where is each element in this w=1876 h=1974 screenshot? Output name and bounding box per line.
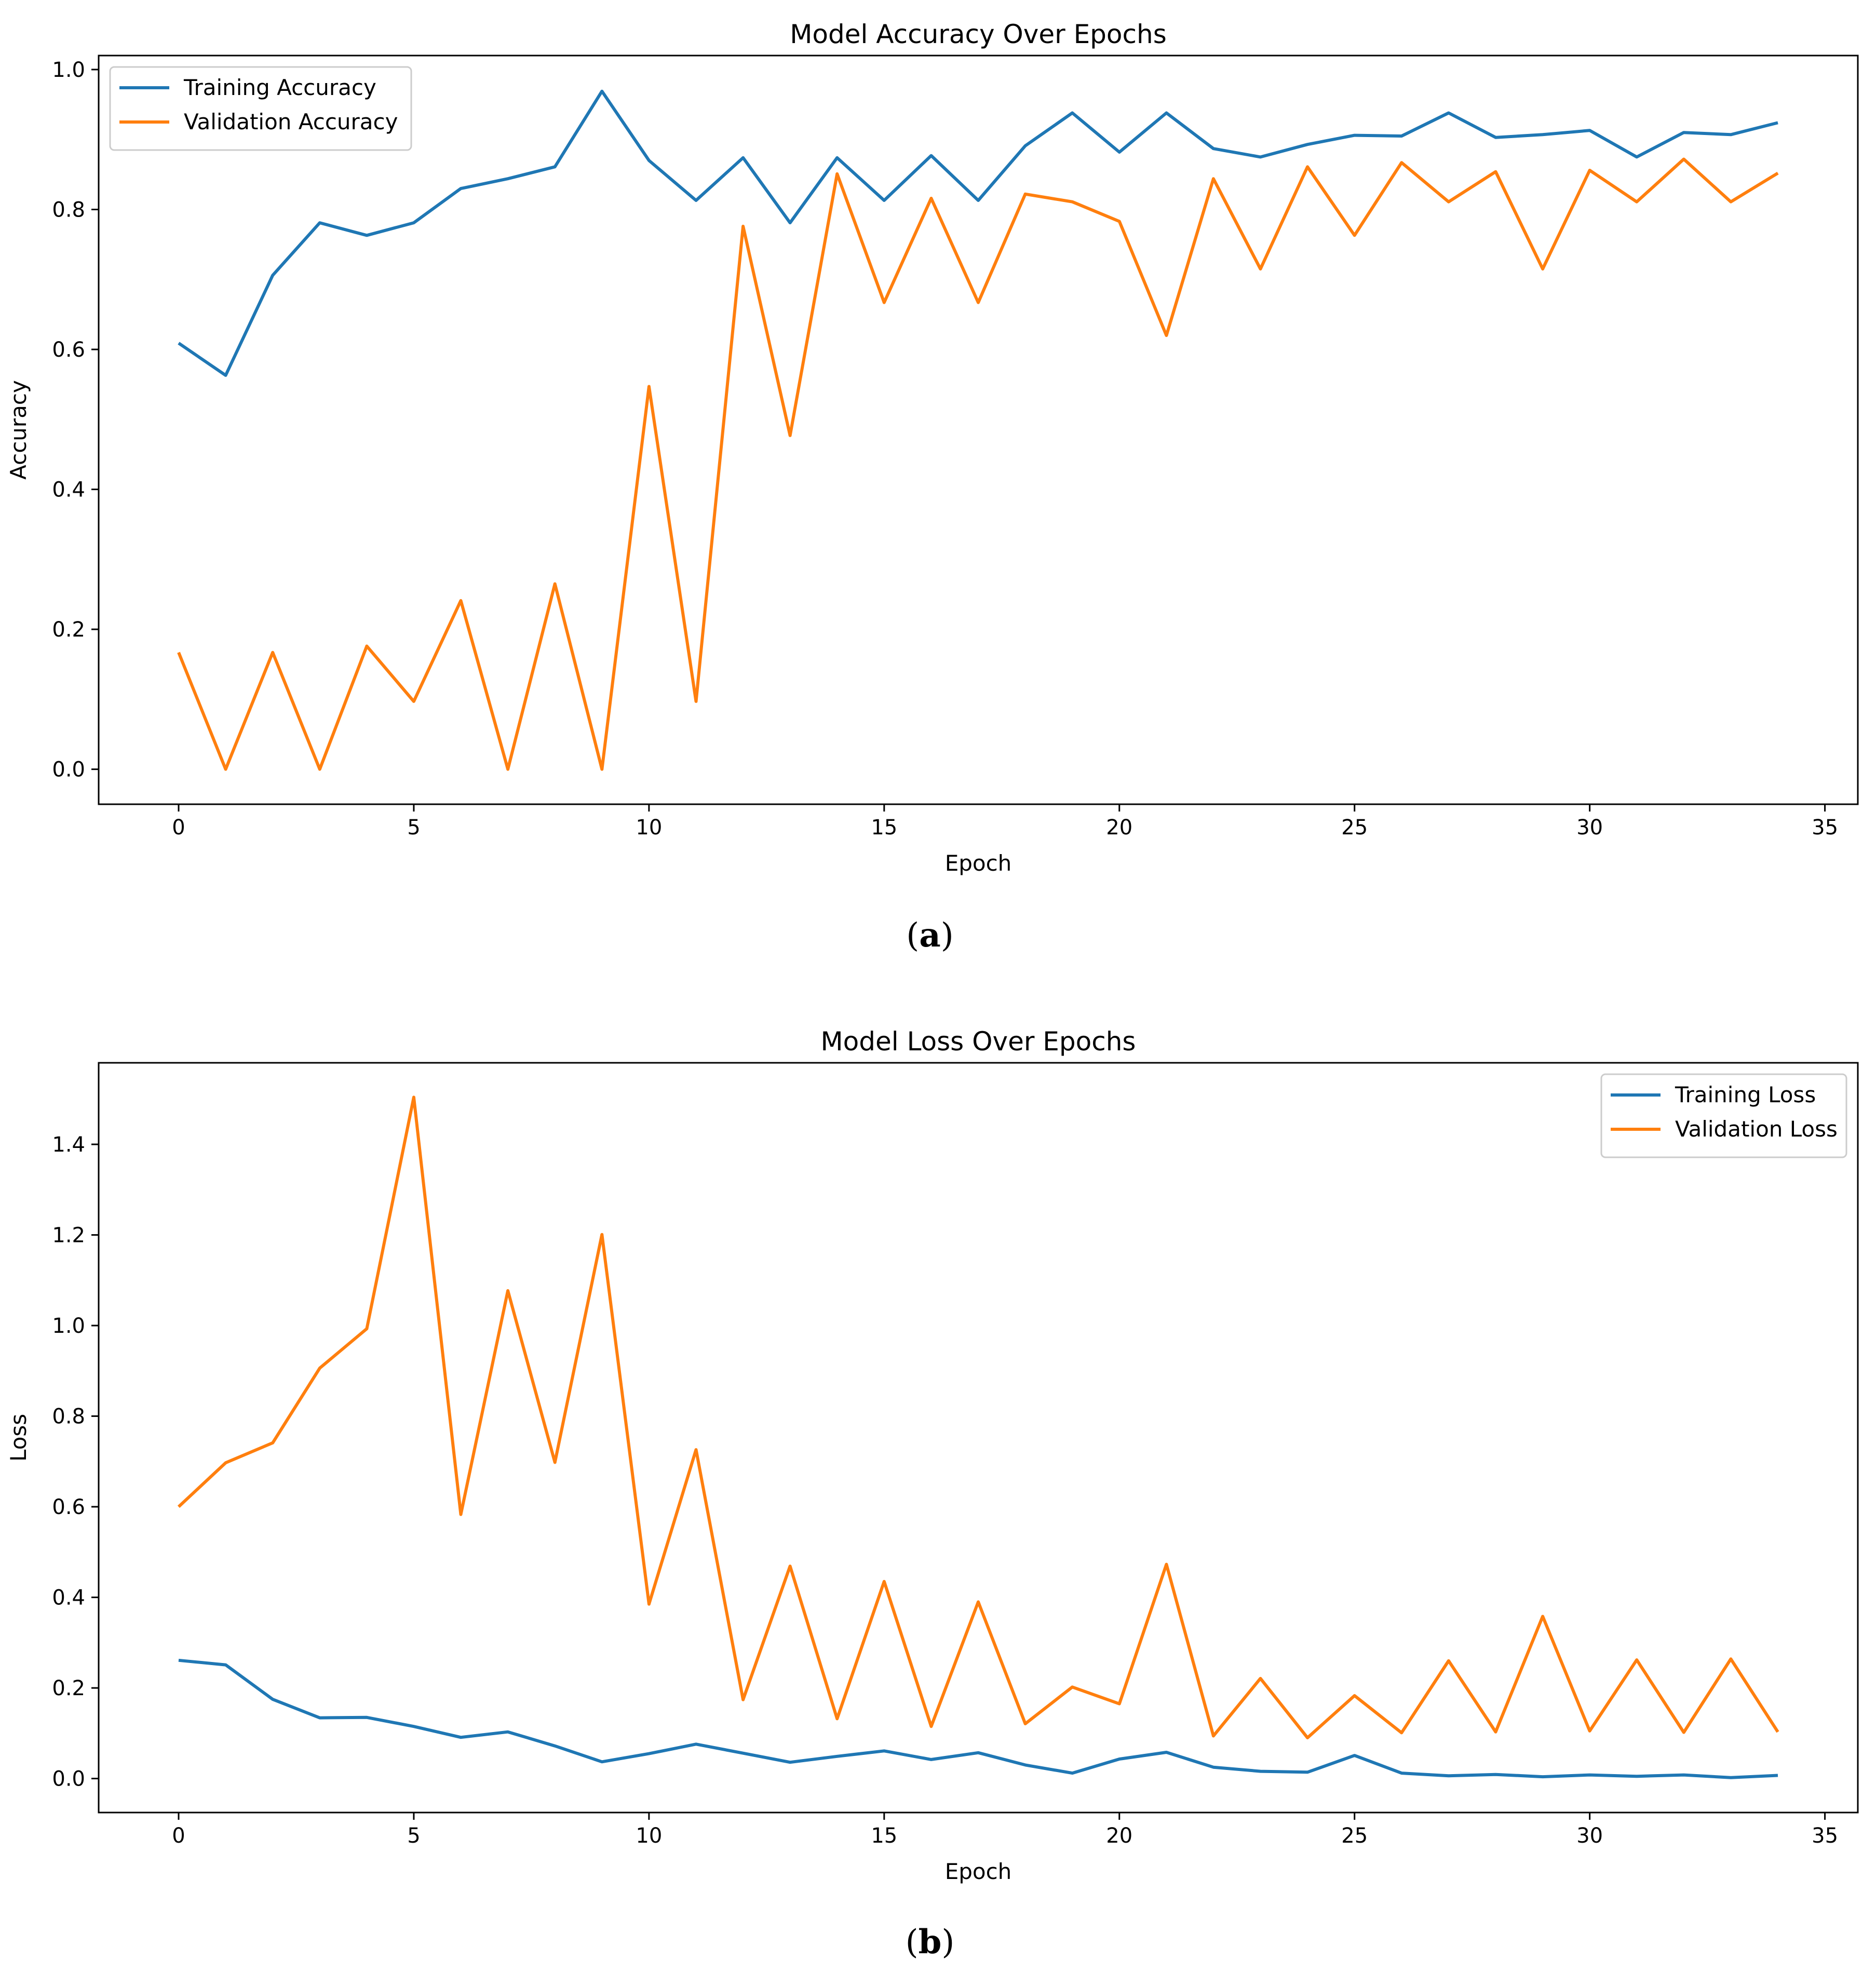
y-tick-label: 0.2 xyxy=(52,1676,85,1700)
y-tick-label: 0.6 xyxy=(52,1495,85,1519)
x-tick-label: 15 xyxy=(871,1824,897,1848)
axes-frame xyxy=(98,55,1859,805)
y-tick-label: 1.0 xyxy=(52,58,85,82)
legend-label: Training Accuracy xyxy=(183,75,376,100)
x-tick-label: 0 xyxy=(172,816,185,840)
x-tick-label: 25 xyxy=(1341,816,1368,840)
legend-box xyxy=(109,66,412,151)
series-line-validation-accuracy xyxy=(177,157,1779,771)
y-tick-label: 1.2 xyxy=(52,1224,85,1248)
x-tick-label: 35 xyxy=(1812,816,1838,840)
x-tick-label: 20 xyxy=(1106,816,1132,840)
legend-label: Validation Loss xyxy=(1675,1116,1838,1142)
legend-label: Training Loss xyxy=(1675,1082,1816,1107)
x-tick-label: 10 xyxy=(636,1824,662,1848)
y-tick-label: 0.4 xyxy=(52,1586,85,1610)
accuracy-chart: Model Accuracy Over Epochs 0 5 10 15 20 25 30 35… xyxy=(6,19,1859,876)
x-tick-label: 5 xyxy=(407,1824,420,1848)
panel-a-caption: (a) xyxy=(906,916,953,955)
x-tick-label: 30 xyxy=(1576,816,1603,840)
y-tick-label: 0.6 xyxy=(52,338,85,362)
y-tick-label: 0.2 xyxy=(52,618,85,642)
x-tick-label: 20 xyxy=(1106,1824,1132,1848)
x-tick-label: 15 xyxy=(871,816,897,840)
x-tick-label: 10 xyxy=(636,816,662,840)
x-axis-label: Epoch xyxy=(945,850,1012,876)
x-tick-label: 35 xyxy=(1812,1824,1838,1848)
y-tick-label: 0.8 xyxy=(52,1405,85,1429)
panel-a-label: a xyxy=(919,916,940,955)
x-tick-label: 5 xyxy=(407,816,420,840)
x-tick-label: 25 xyxy=(1341,1824,1368,1848)
series-line-validation-loss xyxy=(177,1096,1779,1739)
panel-b-caption: (b) xyxy=(906,1923,955,1962)
loss-chart: Model Loss Over Epochs 0 5 10 15 20 25 30 35 0.0 0… xyxy=(6,1026,1859,1884)
series-line-training-loss xyxy=(178,1658,1778,1779)
x-tick-label: 30 xyxy=(1576,1824,1603,1848)
y-tick-label: 0.0 xyxy=(52,1767,85,1791)
y-tick-label: 1.0 xyxy=(52,1314,85,1338)
x-axis-label: Epoch xyxy=(945,1859,1012,1884)
legend-box xyxy=(1600,1073,1847,1158)
chart-title: Model Loss Over Epochs xyxy=(821,1026,1136,1057)
panel-b-label: b xyxy=(919,1923,942,1962)
axes-frame xyxy=(98,1062,1859,1814)
legend-label: Validation Accuracy xyxy=(184,109,398,134)
x-tick-label: 0 xyxy=(172,1824,185,1848)
y-axis-label: Accuracy xyxy=(6,380,31,480)
series-line-training-accuracy xyxy=(178,89,1778,377)
y-tick-label: 0.4 xyxy=(52,478,85,502)
legend: Training Accuracy Validation Accuracy xyxy=(109,66,412,151)
chart-title: Model Accuracy Over Epochs xyxy=(790,19,1167,49)
y-tick-label: 0.8 xyxy=(52,198,85,222)
y-axis-label: Loss xyxy=(6,1414,31,1462)
y-tick-label: 0.0 xyxy=(52,758,85,782)
y-tick-label: 1.4 xyxy=(52,1133,85,1157)
legend: Training Loss Validation Loss xyxy=(1600,1073,1847,1158)
